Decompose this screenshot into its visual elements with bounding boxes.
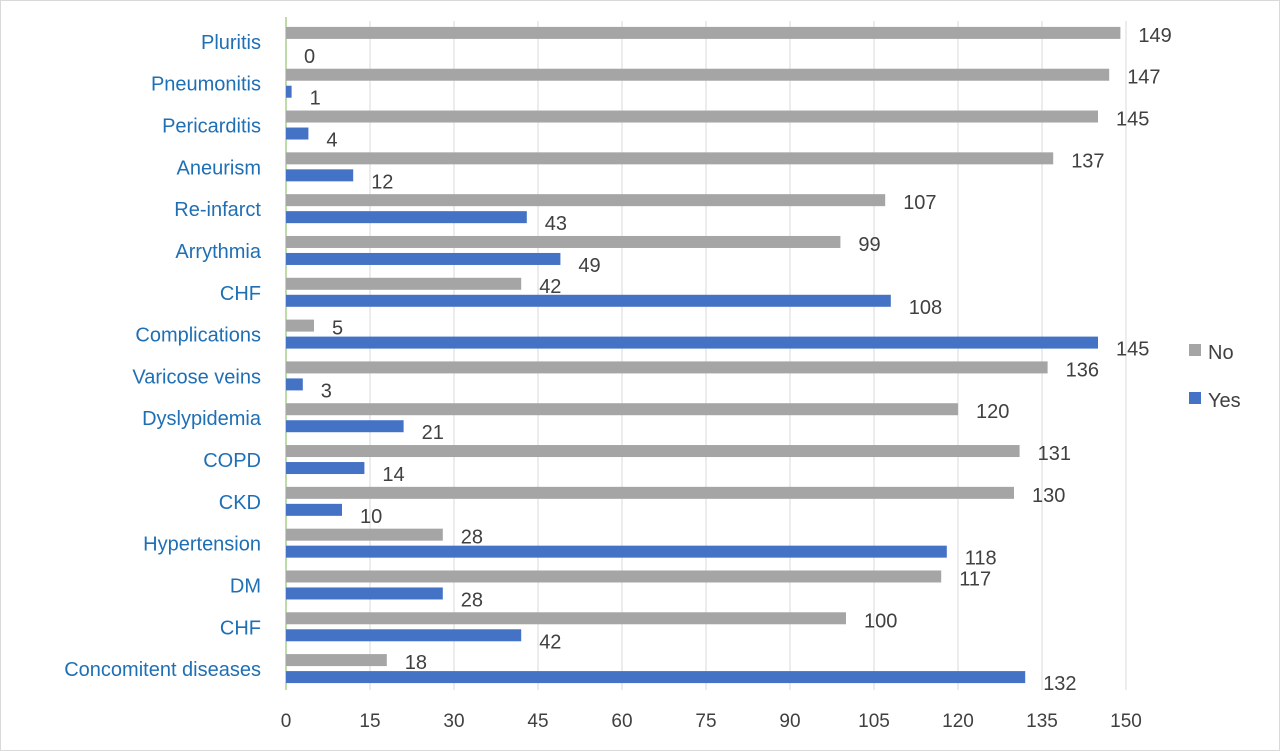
bar-yes-re-infarct-4: [286, 211, 527, 224]
category-label-re-infarct-4: Re-infarct: [174, 199, 261, 221]
data-label-no-re-infarct-4: 107: [903, 192, 936, 214]
category-label-varicose-veins-8: Varicose veins: [132, 366, 261, 388]
category-label-ckd-11: CKD: [219, 492, 261, 514]
data-label-yes-chf-6: 108: [909, 297, 942, 319]
bar-no-chf-6: [286, 277, 522, 290]
bar-yes-copd-10: [286, 462, 365, 475]
data-label-no-complications-7: 5: [332, 318, 343, 340]
bar-no-dm-13: [286, 570, 942, 583]
x-tick-label-60: 60: [611, 711, 632, 732]
data-label-no-pneumonitis-1: 147: [1127, 67, 1160, 89]
category-label-chf-6: CHF: [220, 283, 261, 305]
x-tick-label-75: 75: [695, 711, 716, 732]
data-label-no-arrythmia-5: 99: [858, 234, 880, 256]
data-label-no-pluritis-0: 149: [1138, 25, 1171, 47]
bar-yes-chf-14: [286, 629, 522, 642]
bar-yes-pericarditis-2: [286, 127, 309, 140]
bar-yes-concomitent-diseases-15: [286, 671, 1026, 684]
category-label-pericarditis-2: Pericarditis: [162, 116, 261, 138]
bar-no-dyslypidemia-9: [286, 403, 958, 416]
category-label-dm-13: DM: [230, 575, 261, 597]
data-label-yes-pneumonitis-1: 1: [310, 88, 321, 110]
bar-no-pneumonitis-1: [286, 68, 1110, 81]
data-label-yes-ckd-11: 10: [360, 506, 382, 528]
x-tick-label-150: 150: [1110, 711, 1142, 732]
data-label-no-dm-13: 117: [959, 568, 991, 590]
x-tick-label-120: 120: [942, 711, 974, 732]
bar-no-complications-7: [286, 319, 314, 332]
bar-yes-pneumonitis-1: [286, 85, 292, 98]
data-label-no-varicose-veins-8: 136: [1066, 359, 1099, 381]
bar-no-arrythmia-5: [286, 235, 841, 248]
x-tick-label-15: 15: [359, 711, 380, 732]
data-label-yes-varicose-veins-8: 3: [321, 380, 332, 402]
bar-yes-complications-7: [286, 336, 1098, 349]
bar-no-hypertension-12: [286, 528, 443, 541]
data-label-yes-concomitent-diseases-15: 132: [1043, 673, 1076, 695]
x-tick-label-135: 135: [1026, 711, 1058, 732]
category-label-dyslypidemia-9: Dyslypidemia: [142, 408, 262, 430]
data-label-no-chf-14: 100: [864, 610, 897, 632]
data-label-yes-pluritis-0: 0: [304, 46, 315, 68]
data-label-no-chf-6: 42: [539, 276, 561, 298]
data-label-no-dyslypidemia-9: 120: [976, 401, 1009, 423]
category-label-pluritis-0: Pluritis: [201, 32, 261, 54]
data-label-yes-complications-7: 145: [1116, 339, 1149, 361]
data-label-no-pericarditis-2: 145: [1116, 109, 1149, 131]
data-label-yes-re-infarct-4: 43: [545, 213, 567, 235]
data-label-yes-hypertension-12: 118: [965, 548, 997, 570]
data-label-no-copd-10: 131: [1038, 443, 1071, 465]
legend-swatch-yes: [1189, 392, 1201, 404]
bar-no-aneurism-3: [286, 152, 1054, 165]
data-label-yes-copd-10: 14: [382, 464, 404, 486]
data-label-no-ckd-11: 130: [1032, 485, 1065, 507]
category-label-chf-14: CHF: [220, 617, 261, 639]
bar-no-concomitent-diseases-15: [286, 654, 387, 667]
category-label-hypertension-12: Hypertension: [143, 534, 261, 556]
category-label-copd-10: COPD: [203, 450, 261, 472]
category-label-arrythmia-5: Arrythmia: [175, 241, 261, 263]
x-tick-label-90: 90: [779, 711, 800, 732]
data-label-no-aneurism-3: 137: [1071, 150, 1104, 172]
bar-no-re-infarct-4: [286, 194, 886, 207]
category-label-complications-7: Complications: [135, 325, 261, 347]
x-tick-label-105: 105: [858, 711, 890, 732]
bar-yes-varicose-veins-8: [286, 378, 303, 391]
bar-no-pericarditis-2: [286, 110, 1098, 123]
data-label-no-hypertension-12: 28: [461, 527, 483, 549]
bar-yes-dm-13: [286, 587, 443, 600]
data-label-yes-pericarditis-2: 4: [326, 130, 337, 152]
x-tick-label-0: 0: [281, 711, 292, 732]
data-label-yes-aneurism-3: 12: [371, 171, 393, 193]
data-label-no-concomitent-diseases-15: 18: [405, 652, 427, 674]
x-tick-label-30: 30: [443, 711, 464, 732]
bar-no-chf-14: [286, 612, 846, 625]
bar-no-copd-10: [286, 445, 1020, 458]
data-label-yes-dyslypidemia-9: 21: [422, 422, 444, 444]
legend-label-no: No: [1208, 342, 1234, 364]
x-tick-label-45: 45: [527, 711, 548, 732]
bar-yes-ckd-11: [286, 503, 342, 516]
data-label-yes-chf-14: 42: [539, 631, 561, 653]
category-label-pneumonitis-1: Pneumonitis: [151, 74, 261, 96]
bar-no-varicose-veins-8: [286, 361, 1048, 374]
bar-no-pluritis-0: [286, 26, 1121, 39]
bar-yes-dyslypidemia-9: [286, 420, 404, 433]
bar-yes-chf-6: [286, 294, 891, 307]
category-label-aneurism-3: Aneurism: [177, 157, 261, 179]
bar-yes-aneurism-3: [286, 169, 354, 182]
data-label-yes-dm-13: 28: [461, 589, 483, 611]
bar-yes-arrythmia-5: [286, 252, 561, 265]
category-label-concomitent-diseases-15: Concomitent diseases: [64, 659, 261, 681]
data-label-yes-arrythmia-5: 49: [578, 255, 600, 277]
bar-yes-hypertension-12: [286, 545, 947, 558]
bar-no-ckd-11: [286, 486, 1014, 499]
legend-swatch-no: [1189, 344, 1201, 356]
legend-label-yes: Yes: [1208, 390, 1241, 412]
